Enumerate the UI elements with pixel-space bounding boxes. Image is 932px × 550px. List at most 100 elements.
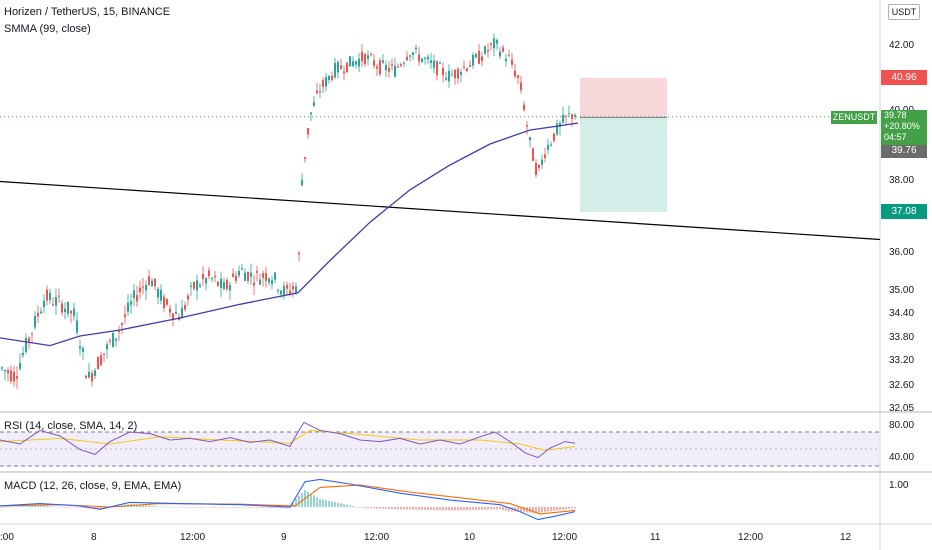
macd-histogram-bar xyxy=(391,507,393,510)
candle-body xyxy=(133,290,135,298)
macd-histogram-bar xyxy=(496,507,498,510)
candle-body xyxy=(313,102,315,107)
macd-histogram-bar xyxy=(484,507,486,510)
candle-body xyxy=(70,310,72,314)
macd-histogram-bar xyxy=(4,506,6,508)
macd-histogram-bar xyxy=(247,507,249,508)
macd-histogram-bar xyxy=(52,506,54,508)
candle-body xyxy=(160,290,162,301)
macd-histogram-bar xyxy=(562,507,564,510)
candle-body xyxy=(34,315,36,328)
candle-body xyxy=(361,51,363,62)
stop-loss-zone[interactable] xyxy=(580,77,667,118)
macd-histogram-bar xyxy=(202,507,204,508)
smma-legend[interactable]: SMMA (99, close) xyxy=(4,23,91,35)
macd-histogram-bar xyxy=(385,507,387,509)
macd-histogram-bar xyxy=(565,507,567,510)
candle-body xyxy=(13,371,15,382)
candle-body xyxy=(454,69,456,79)
candle-body xyxy=(340,65,342,69)
candle-body xyxy=(496,39,498,44)
macd-histogram-bar xyxy=(382,507,384,509)
macd-histogram-bar xyxy=(451,507,453,511)
macd-histogram-bar xyxy=(295,498,297,507)
candle-body xyxy=(109,340,111,342)
candle-body xyxy=(247,272,249,281)
macd-histogram-bar xyxy=(82,507,84,508)
macd-histogram-bar xyxy=(79,507,81,508)
macd-histogram-bar xyxy=(403,507,405,510)
candle-body xyxy=(541,159,543,165)
macd-legend[interactable]: MACD (12, 26, close, 9, EMA, EMA) xyxy=(4,480,182,492)
candle-body xyxy=(301,179,303,186)
candle-body xyxy=(385,65,387,71)
candle-body xyxy=(445,78,447,80)
candle-body xyxy=(235,275,237,281)
candle-body xyxy=(571,114,573,119)
candle-body xyxy=(175,311,177,314)
rsi-ma-line xyxy=(0,429,576,451)
candle-body xyxy=(52,304,54,306)
macd-histogram-bar xyxy=(166,506,168,508)
candle-body xyxy=(157,289,159,298)
candle-body xyxy=(367,55,369,59)
candle-body xyxy=(448,70,450,82)
macd-histogram-bar xyxy=(280,507,282,509)
candle-body xyxy=(421,58,423,62)
macd-histogram-bar xyxy=(58,506,60,508)
macd-histogram-bar xyxy=(433,507,435,511)
candle-body xyxy=(49,293,51,300)
candle-body xyxy=(43,300,45,308)
candle-body xyxy=(415,47,417,50)
macd-histogram-bar xyxy=(475,507,477,510)
candle-body xyxy=(394,65,396,77)
macd-histogram-bar xyxy=(208,507,210,508)
candle-body xyxy=(58,295,60,297)
candle-body xyxy=(364,54,366,65)
macd-histogram-bar xyxy=(22,506,24,507)
macd-histogram-bar xyxy=(448,507,450,511)
candle-body xyxy=(559,122,561,127)
candle-body xyxy=(145,284,147,291)
candle-body xyxy=(436,61,438,76)
macd-histogram-bar xyxy=(175,506,177,508)
candle-body xyxy=(259,279,261,285)
candle-body xyxy=(169,308,171,313)
candle-body xyxy=(7,370,9,374)
candle-body xyxy=(439,62,441,64)
currency-button[interactable]: USDT xyxy=(888,4,920,20)
take-profit-zone[interactable] xyxy=(580,117,667,213)
candlestick-series xyxy=(1,33,576,389)
macd-histogram-bar xyxy=(523,507,525,513)
macd-histogram-bar xyxy=(472,507,474,510)
candle-body xyxy=(568,113,570,115)
trendline[interactable] xyxy=(0,180,881,241)
rsi-legend[interactable]: RSI (14, close, SMA, 14, 2) xyxy=(4,420,138,432)
price-tick: 34.40 xyxy=(889,308,914,319)
macd-histogram-bar xyxy=(232,507,234,508)
candle-body xyxy=(79,346,81,349)
stop-price-tag: 40.96 xyxy=(881,70,927,85)
candle-body xyxy=(115,338,117,341)
candle-body xyxy=(1,367,3,369)
candle-body xyxy=(28,337,30,342)
candle-body xyxy=(232,273,234,277)
macd-histogram-bar xyxy=(394,507,396,510)
macd-histogram-bar xyxy=(478,507,480,510)
candle-body xyxy=(220,278,222,289)
macd-histogram-bar xyxy=(466,507,468,511)
macd-histogram-bar xyxy=(442,507,444,511)
candle-body xyxy=(283,286,285,295)
candle-body xyxy=(472,55,474,66)
macd-histogram-bar xyxy=(196,507,198,508)
candle-body xyxy=(442,67,444,76)
candle-body xyxy=(31,333,33,335)
macd-histogram-bar xyxy=(430,507,432,511)
candle-body xyxy=(151,280,153,287)
macd-histogram-bar xyxy=(310,493,312,507)
candle-body xyxy=(61,303,63,313)
macd-histogram-bar xyxy=(349,505,351,507)
candle-body xyxy=(457,68,459,79)
macd-histogram-bar xyxy=(97,507,99,510)
